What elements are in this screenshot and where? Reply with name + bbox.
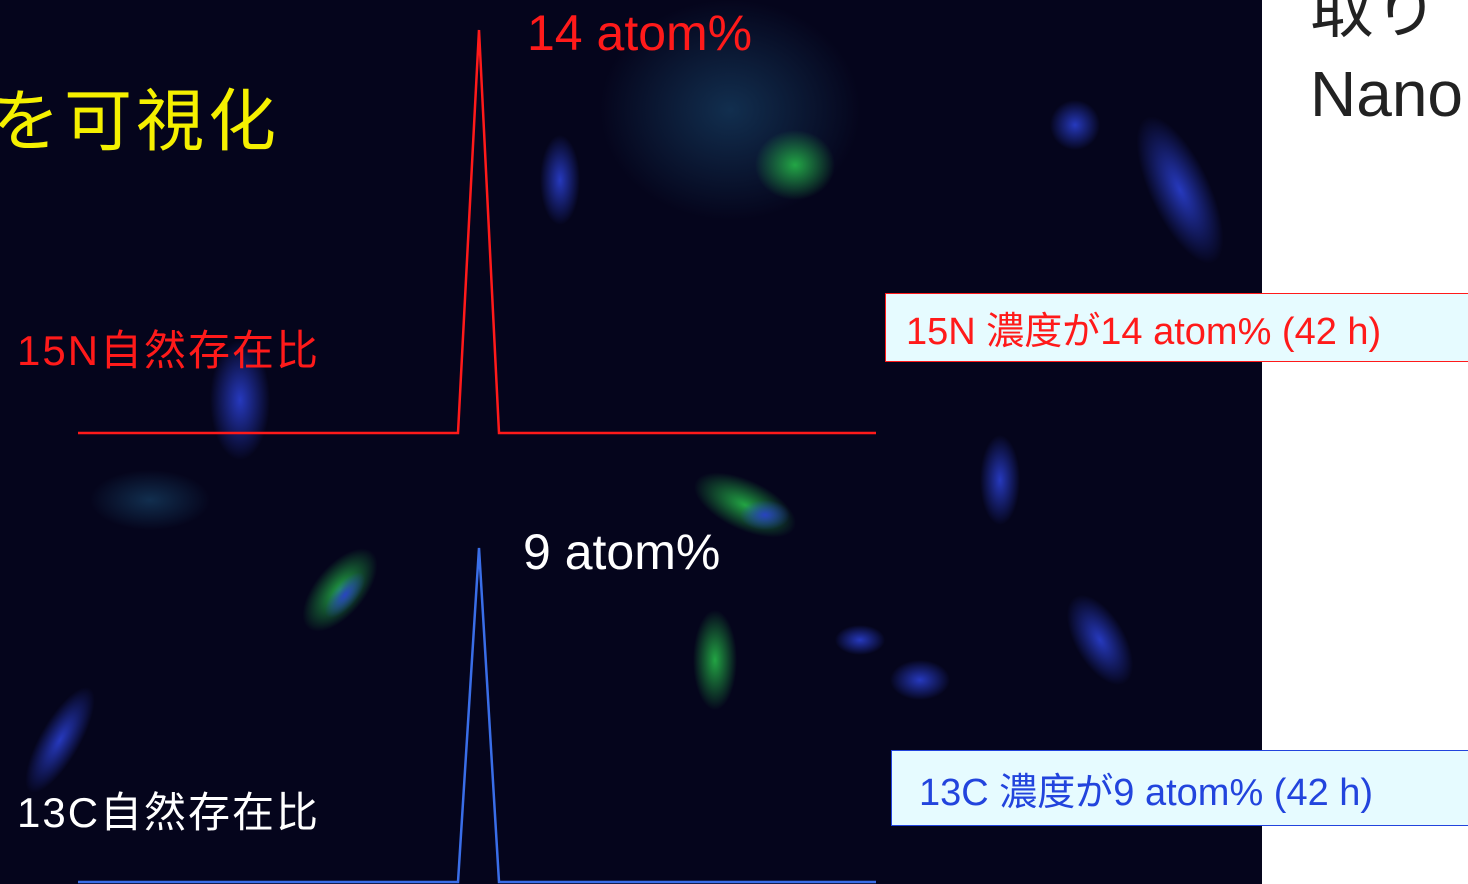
side-text-line: Nano xyxy=(1310,62,1463,126)
n15-result: 15N 濃度が14 atom% (42 h) xyxy=(906,300,1381,355)
n15-result-box: 15N 濃度が14 atom% (42 h) xyxy=(885,293,1468,362)
heading-fragment: を可視化 xyxy=(0,88,280,156)
c13-peak-label: 9 atom% xyxy=(523,527,720,577)
c13-natural-label: 13C自然存在比 xyxy=(17,792,320,834)
c13-result: 13C 濃度が9 atom% (42 h) xyxy=(919,761,1373,816)
side-text-line: 取り xyxy=(1310,0,1438,42)
page: {"slide": { "heading_fragment": "を可視化", … xyxy=(0,0,1468,884)
n15-natural-label: 15N自然存在比 xyxy=(17,330,320,372)
n15-peak-label: 14 atom% xyxy=(527,8,752,58)
c13-result-box: 13C 濃度が9 atom% (42 h) xyxy=(891,750,1468,826)
